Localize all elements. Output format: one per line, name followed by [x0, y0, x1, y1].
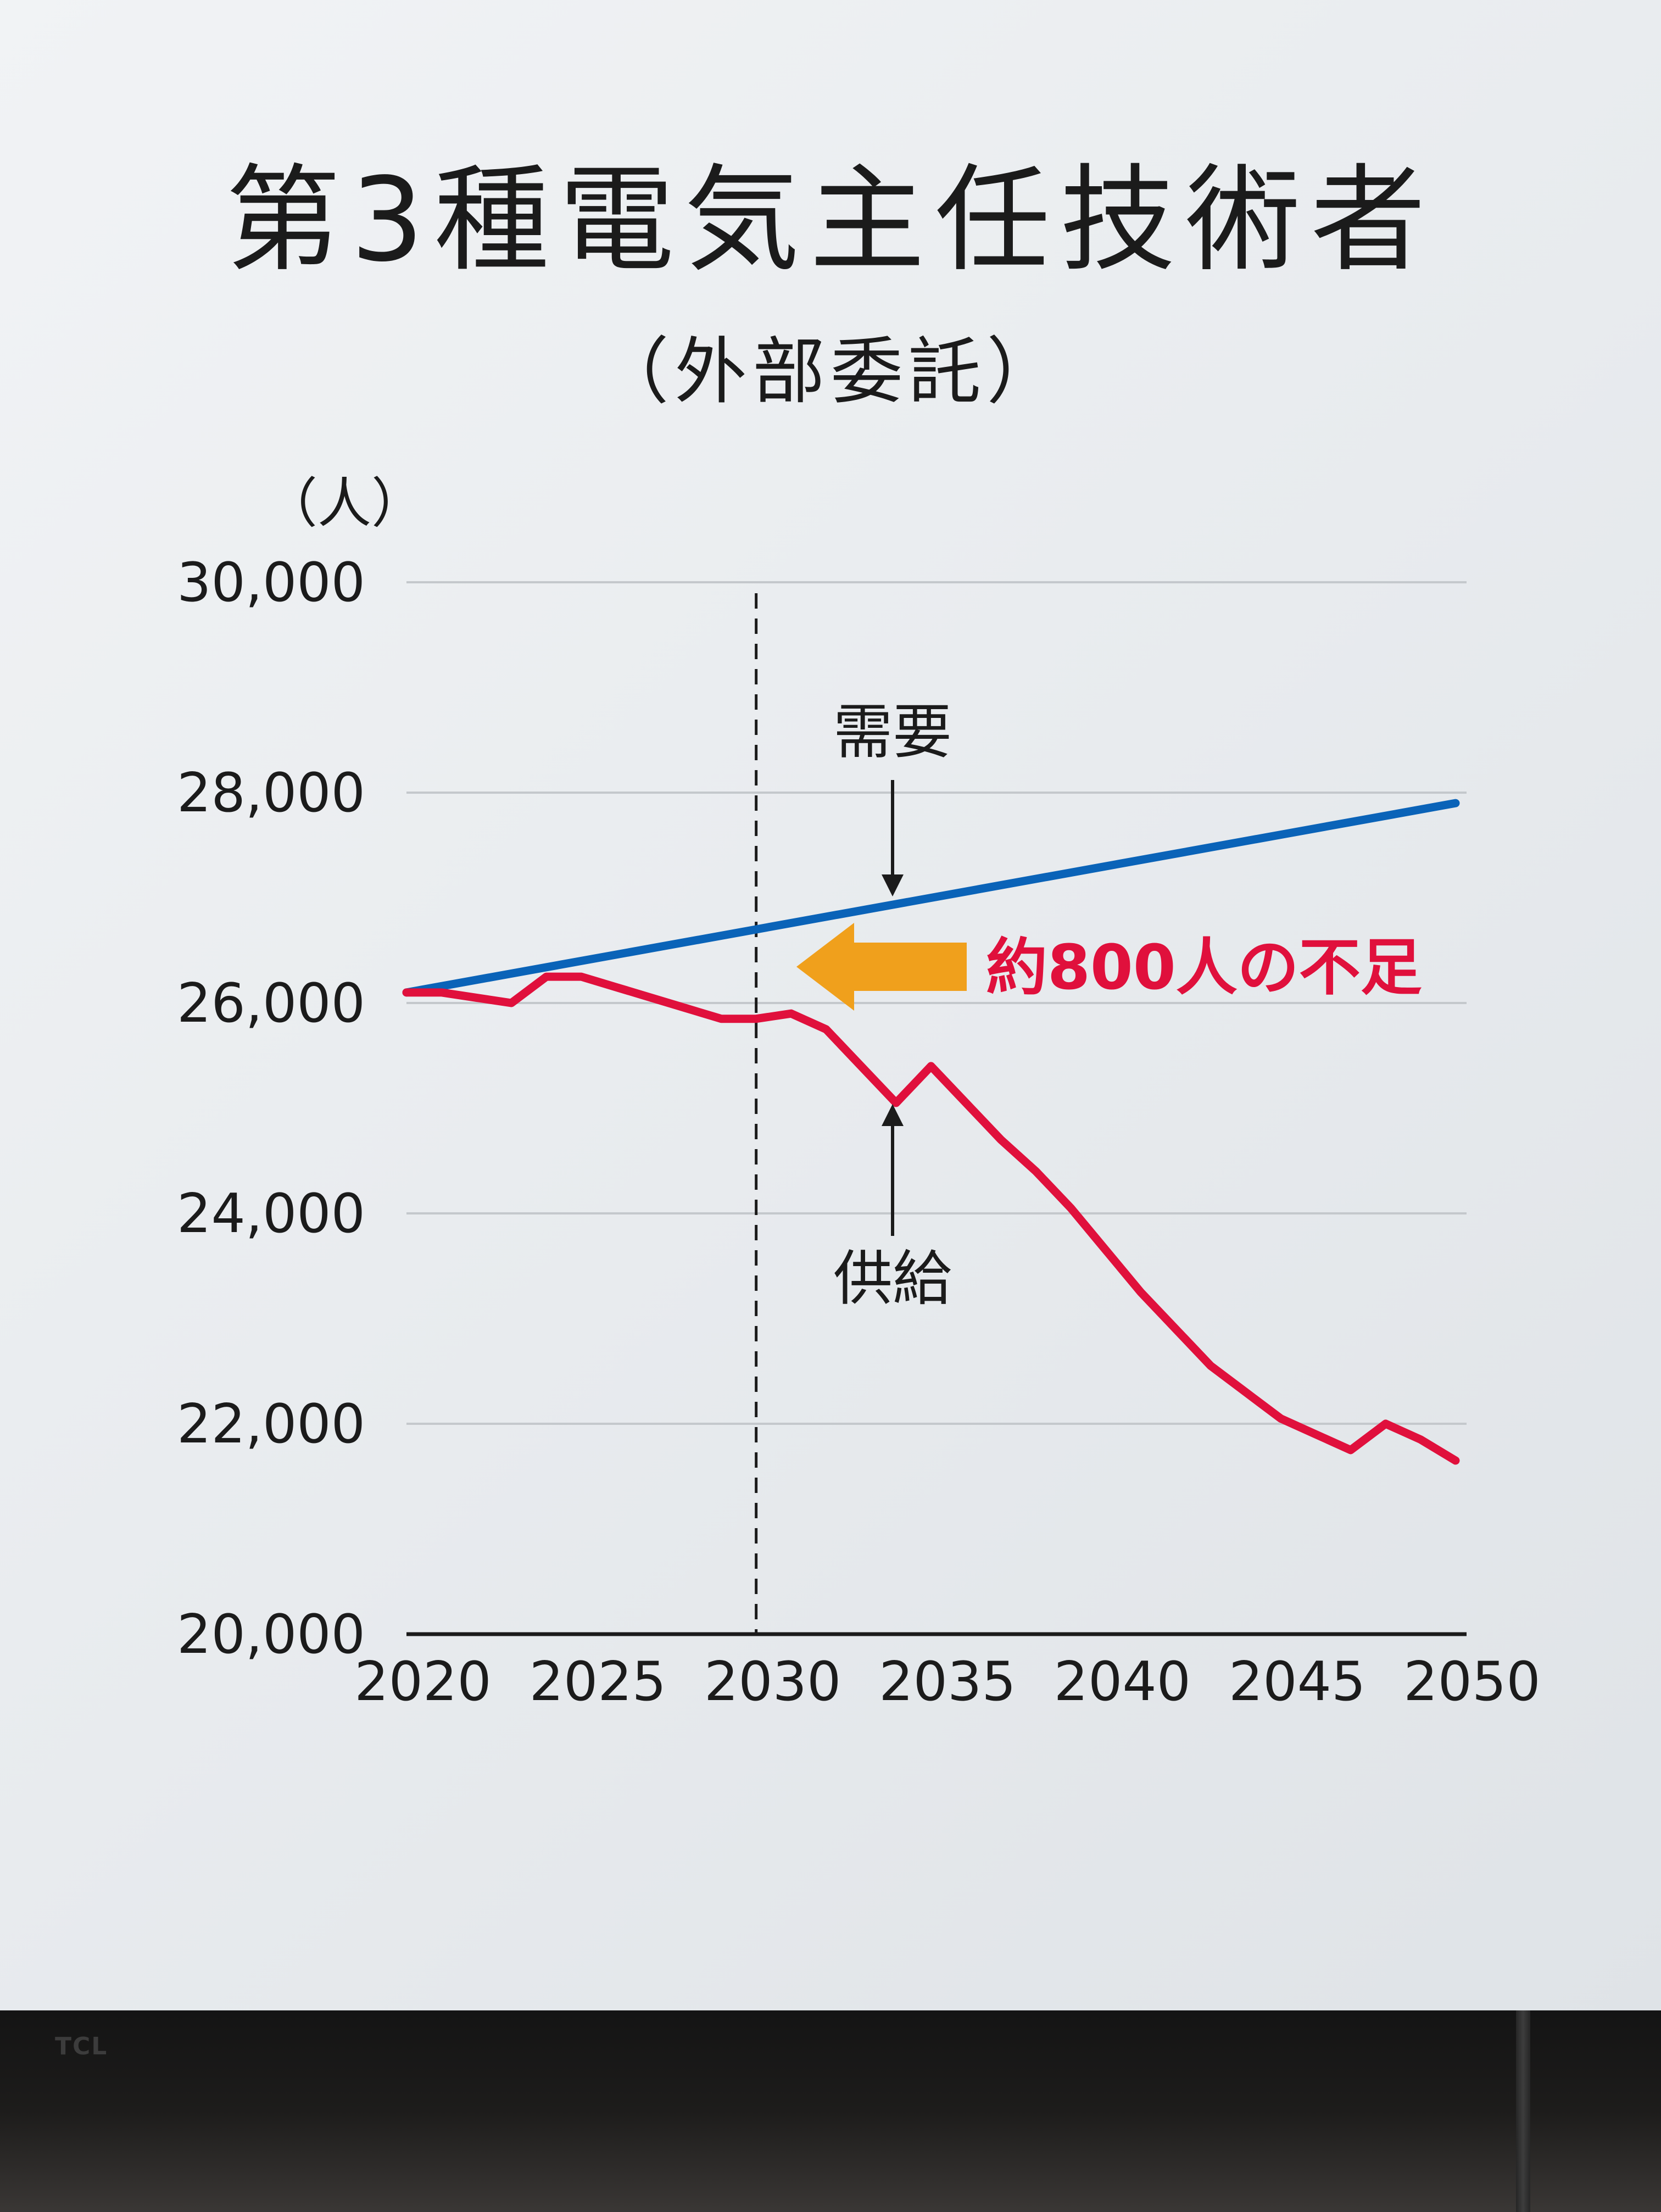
shortage-label: 約800人の不足: [986, 932, 1422, 1004]
x-tick-labels: 2020 2025 2030 2035 2040 2045 2050: [354, 1651, 1540, 1713]
demand-arrow-head: [882, 874, 904, 896]
x-tick-label: 2035: [879, 1651, 1016, 1713]
supply-pointer-arrow: [882, 1104, 904, 1236]
demand-pointer-arrow: [882, 780, 904, 896]
x-tick-label: 2020: [354, 1651, 491, 1713]
tv-screen: 第3種電気主任技術者 （外部委託） 20,000 22,000 24,000 26,0…: [0, 0, 1661, 2010]
x-tick-label: 2040: [1054, 1651, 1191, 1713]
demand-label: 需要: [833, 698, 952, 767]
series-line-supply: [402, 972, 1460, 1465]
chart-title: 第3種電気主任技術者: [225, 153, 1436, 287]
x-tick-label: 2045: [1229, 1651, 1365, 1713]
y-tick-labels: 20,000 22,000 24,000 26,000 28,000 30,000: [177, 551, 365, 1666]
grid-lines: [406, 581, 1467, 1425]
shortage-arrow-icon: [796, 923, 967, 1011]
series-line-demand: [402, 799, 1460, 997]
y-tick-label: 20,000: [177, 1603, 365, 1666]
y-tick-label: 26,000: [177, 972, 365, 1035]
x-tick-label: 2025: [529, 1651, 666, 1713]
y-axis-unit-label: （人）: [264, 472, 425, 535]
chart-subtitle: （外部委託）: [597, 330, 1064, 414]
y-tick-label: 30,000: [177, 551, 365, 614]
line-chart: 20,000 22,000 24,000 26,000 28,000 30,000 202…: [177, 472, 1541, 1713]
y-tick-label: 28,000: [177, 762, 365, 824]
tv-bezel: [0, 2010, 1661, 2212]
y-tick-label: 22,000: [177, 1393, 365, 1456]
supply-arrow-head: [882, 1104, 904, 1126]
y-tick-label: 24,000: [177, 1183, 365, 1245]
tv-cable: [1516, 2010, 1530, 2212]
supply-label: 供給: [833, 1245, 952, 1313]
x-tick-label: 2030: [704, 1651, 841, 1713]
tv-brand-logo: TCL: [55, 2032, 108, 2060]
x-tick-label: 2050: [1403, 1651, 1540, 1713]
